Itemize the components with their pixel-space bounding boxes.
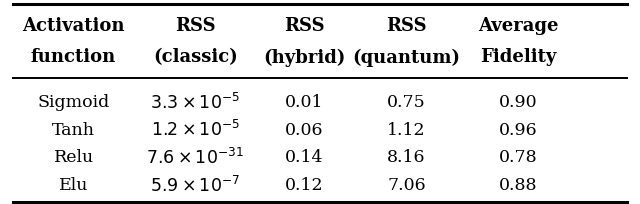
Text: Tanh: Tanh bbox=[52, 121, 95, 138]
Text: $1.2 \times 10^{-5}$: $1.2 \times 10^{-5}$ bbox=[150, 120, 240, 140]
Text: (classic): (classic) bbox=[153, 48, 237, 66]
Text: $5.9 \times 10^{-7}$: $5.9 \times 10^{-7}$ bbox=[150, 175, 240, 195]
Text: 8.16: 8.16 bbox=[387, 149, 426, 165]
Text: RSS: RSS bbox=[386, 17, 427, 34]
Text: 0.88: 0.88 bbox=[499, 176, 538, 193]
Text: Relu: Relu bbox=[54, 149, 93, 165]
Text: 7.06: 7.06 bbox=[387, 176, 426, 193]
Text: Sigmoid: Sigmoid bbox=[38, 94, 109, 110]
Text: Fidelity: Fidelity bbox=[480, 48, 557, 66]
Text: Elu: Elu bbox=[59, 176, 88, 193]
Text: RSS: RSS bbox=[284, 17, 324, 34]
Text: 0.06: 0.06 bbox=[285, 121, 323, 138]
Text: $3.3 \times 10^{-5}$: $3.3 \times 10^{-5}$ bbox=[150, 92, 240, 112]
Text: RSS: RSS bbox=[175, 17, 216, 34]
Text: 0.01: 0.01 bbox=[285, 94, 323, 110]
Text: 0.12: 0.12 bbox=[285, 176, 323, 193]
Text: 0.14: 0.14 bbox=[285, 149, 323, 165]
Text: function: function bbox=[31, 48, 116, 66]
Text: 0.78: 0.78 bbox=[499, 149, 538, 165]
Text: 1.12: 1.12 bbox=[387, 121, 426, 138]
Text: (hybrid): (hybrid) bbox=[263, 48, 345, 66]
Text: (quantum): (quantum) bbox=[353, 48, 460, 66]
Text: 0.90: 0.90 bbox=[499, 94, 538, 110]
Text: $7.6 \times 10^{-31}$: $7.6 \times 10^{-31}$ bbox=[147, 147, 244, 167]
Text: 0.75: 0.75 bbox=[387, 94, 426, 110]
Text: 0.96: 0.96 bbox=[499, 121, 538, 138]
Text: Average: Average bbox=[478, 17, 559, 34]
Text: Activation: Activation bbox=[22, 17, 125, 34]
